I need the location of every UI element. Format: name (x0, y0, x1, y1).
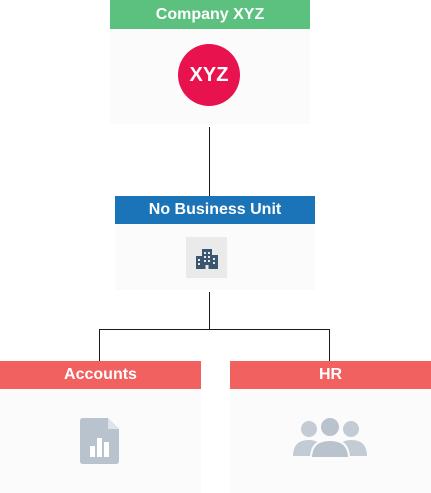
company-body: XYZ (110, 29, 310, 124)
company-node[interactable]: Company XYZ XYZ (110, 0, 310, 124)
department-body (0, 389, 201, 493)
company-avatar: XYZ (178, 44, 240, 106)
business-unit-node[interactable]: No Business Unit (115, 196, 315, 290)
people-group-icon (293, 416, 367, 458)
connector-horizontal (99, 329, 330, 330)
department-title: Accounts (0, 361, 201, 389)
business-unit-title: No Business Unit (115, 196, 315, 224)
department-node-accounts[interactable]: Accounts (0, 361, 201, 493)
department-title: HR (230, 361, 431, 389)
connector-to-hr (329, 329, 330, 361)
connector-to-accounts (99, 329, 100, 361)
department-body (230, 389, 431, 493)
company-title: Company XYZ (110, 0, 310, 29)
building-icon (186, 237, 227, 278)
business-unit-body (115, 224, 315, 290)
connector-company-to-bu (209, 127, 210, 196)
department-node-hr[interactable]: HR (230, 361, 431, 493)
report-document-icon (80, 418, 119, 464)
connector-bu-stem (209, 292, 210, 330)
